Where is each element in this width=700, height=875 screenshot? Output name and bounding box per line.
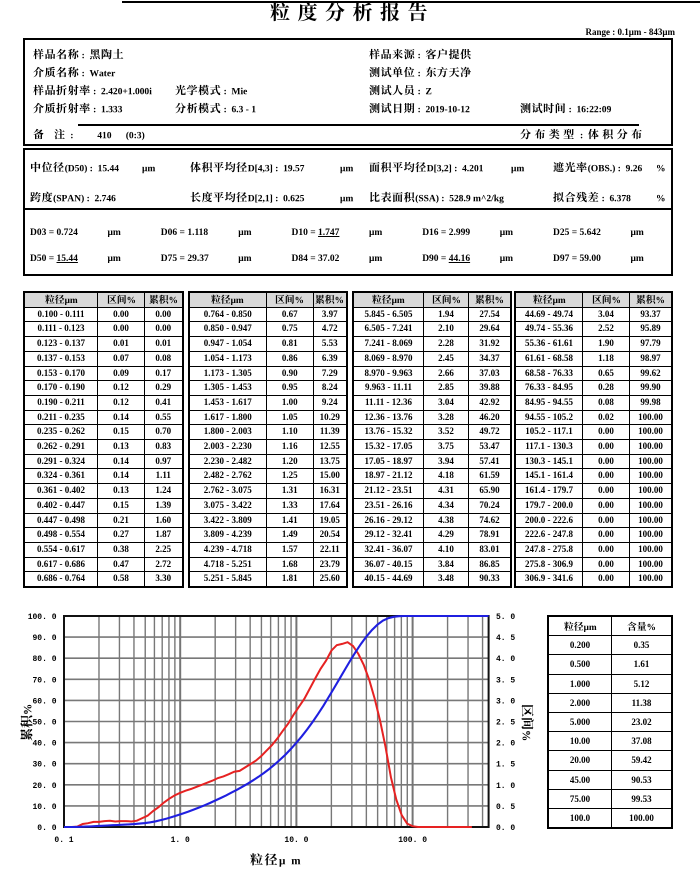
svg-text:0. 1: 0. 1 (54, 836, 73, 845)
svg-text:50. 0: 50. 0 (32, 719, 56, 728)
svg-text:80. 0: 80. 0 (32, 655, 56, 664)
svg-text:3. 0: 3. 0 (496, 697, 515, 706)
svg-text:10. 0: 10. 0 (32, 803, 56, 812)
svg-text:100. 0: 100. 0 (28, 613, 57, 622)
svg-text:2. 0: 2. 0 (496, 740, 515, 749)
svg-text:4. 5: 4. 5 (496, 634, 515, 643)
svg-text:30. 0: 30. 0 (32, 761, 56, 770)
svg-text:10. 0: 10. 0 (284, 836, 308, 845)
svg-text:5. 0: 5. 0 (496, 613, 515, 622)
svg-text:90. 0: 90. 0 (32, 634, 56, 643)
svg-text:4. 0: 4. 0 (496, 655, 515, 664)
svg-text:2. 5: 2. 5 (496, 719, 515, 728)
svg-text:20. 0: 20. 0 (32, 782, 56, 791)
svg-text:70. 0: 70. 0 (32, 676, 56, 685)
svg-text:40. 0: 40. 0 (32, 740, 56, 749)
svg-text:0. 0: 0. 0 (37, 824, 56, 833)
svg-text:0. 0: 0. 0 (496, 824, 515, 833)
svg-text:100. 0: 100. 0 (398, 836, 427, 845)
svg-text:1. 0: 1. 0 (171, 836, 190, 845)
svg-text:0. 5: 0. 5 (496, 803, 515, 812)
svg-text:3. 5: 3. 5 (496, 676, 515, 685)
svg-text:1. 5: 1. 5 (496, 761, 515, 770)
svg-text:1. 0: 1. 0 (496, 782, 515, 791)
svg-text:60. 0: 60. 0 (32, 697, 56, 706)
